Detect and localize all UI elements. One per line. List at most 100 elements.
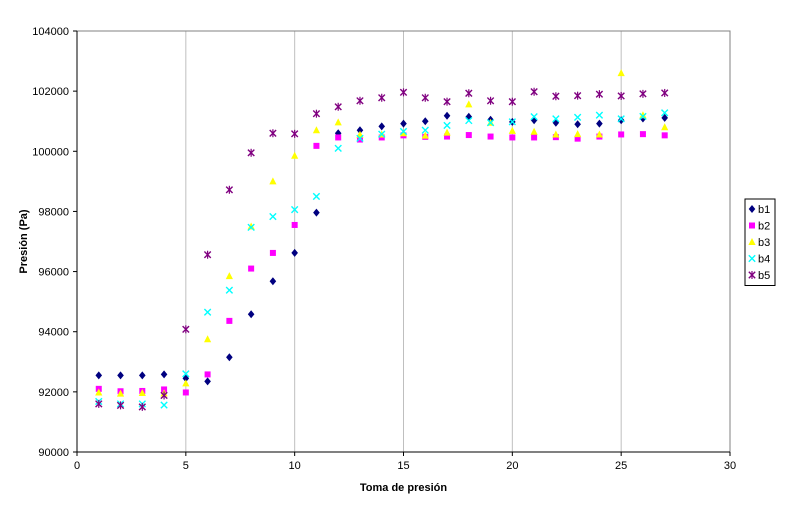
data-point-b1 <box>465 112 473 121</box>
legend-label-b3: b3 <box>758 237 770 249</box>
data-point-b3 <box>291 151 299 159</box>
data-point-b5 <box>95 399 103 408</box>
data-point-b1 <box>247 310 255 319</box>
data-point-b4 <box>661 109 669 117</box>
data-point-b1 <box>552 118 560 127</box>
data-point-b5 <box>617 91 625 100</box>
data-point-b5 <box>486 96 495 105</box>
data-point-b5 <box>399 88 408 97</box>
data-point-b5 <box>595 90 604 99</box>
data-point-b4 <box>486 119 495 127</box>
data-point-b5 <box>334 102 342 111</box>
legend-label-b5: b5 <box>758 270 770 282</box>
x-tick-label: 10 <box>289 460 301 472</box>
data-point-b4 <box>160 401 168 409</box>
data-point-b1 <box>117 371 124 380</box>
data-point-b2 <box>182 389 189 396</box>
data-point-b5 <box>573 91 582 100</box>
data-point-b1 <box>269 277 277 286</box>
data-point-b4 <box>639 112 647 121</box>
data-point-b1 <box>95 371 103 380</box>
legend: b1 b2 b3 b4 b5 <box>744 198 776 286</box>
legend-label-b1: b1 <box>758 204 770 216</box>
data-point-b2 <box>313 142 320 149</box>
data-point-b5 <box>378 93 386 102</box>
legend-marker-b1 <box>748 205 756 213</box>
data-point-b4 <box>290 205 299 214</box>
data-point-b5 <box>465 89 473 98</box>
data-point-b4 <box>465 116 473 125</box>
data-point-b2 <box>378 134 385 141</box>
data-point-b3 <box>116 389 125 397</box>
data-point-b1 <box>139 371 146 380</box>
data-point-b5 <box>269 129 277 138</box>
data-point-b5 <box>138 402 146 411</box>
data-point-b5 <box>443 97 451 106</box>
data-point-b2 <box>356 136 363 143</box>
data-points <box>95 69 669 411</box>
data-point-b5 <box>203 250 212 259</box>
data-point-b2 <box>618 131 625 138</box>
data-point-b4 <box>247 223 255 232</box>
legend-marker-b3 <box>748 238 756 245</box>
data-point-b5 <box>247 148 255 157</box>
data-point-b1 <box>596 119 603 128</box>
data-point-b4 <box>530 113 538 121</box>
legend-marker-b2 <box>749 222 755 229</box>
data-point-b2 <box>531 134 538 141</box>
data-point-b5 <box>421 93 429 102</box>
data-point-b3 <box>95 388 103 396</box>
data-point-b2 <box>335 134 342 141</box>
data-point-b3 <box>617 69 625 77</box>
data-point-b2 <box>226 317 233 324</box>
data-point-b1 <box>378 122 386 131</box>
data-point-b1 <box>661 113 668 122</box>
data-point-b4 <box>312 192 321 201</box>
data-point-b4 <box>356 134 364 143</box>
data-point-b3 <box>225 272 233 280</box>
data-point-b3 <box>247 222 255 230</box>
data-point-b2 <box>487 133 494 140</box>
data-point-b2 <box>248 265 255 272</box>
data-point-b5 <box>530 87 538 96</box>
y-tick-label: 90000 <box>38 447 69 459</box>
data-point-b4 <box>421 126 429 134</box>
data-point-b1 <box>617 116 625 125</box>
series-b5 <box>95 87 669 411</box>
data-point-b5 <box>639 89 647 98</box>
data-point-b5 <box>356 96 364 105</box>
data-point-b3 <box>334 118 342 126</box>
data-point-b3 <box>574 130 582 138</box>
data-point-b2 <box>509 134 516 141</box>
data-point-b3 <box>530 127 538 135</box>
y-axis-title: Presión (Pa) <box>18 209 30 274</box>
data-point-b5 <box>182 325 190 334</box>
data-point-b4 <box>378 130 386 138</box>
data-point-b3 <box>138 389 146 397</box>
data-point-b3 <box>269 177 277 185</box>
data-point-b5 <box>225 185 234 194</box>
data-point-b5 <box>116 401 125 410</box>
data-point-b1 <box>313 208 320 217</box>
data-point-b5 <box>312 109 321 118</box>
series-b1 <box>95 111 668 386</box>
legend-label-b4: b4 <box>758 254 770 266</box>
data-point-b2 <box>291 221 298 228</box>
data-point-b4 <box>617 115 625 123</box>
x-axis-title: Toma de presión <box>360 482 447 494</box>
data-point-b4 <box>443 121 451 130</box>
data-point-b1 <box>400 119 407 128</box>
data-point-b4 <box>508 118 517 126</box>
series-b4 <box>95 109 669 409</box>
data-point-b4 <box>334 144 342 152</box>
data-point-b2 <box>639 131 646 138</box>
legend-marker-b5 <box>748 271 756 279</box>
series-b3 <box>95 69 669 397</box>
y-tick-label: 104000 <box>32 26 69 38</box>
data-point-b3 <box>204 335 212 343</box>
data-point-b1 <box>421 117 429 126</box>
series-b2 <box>95 131 668 396</box>
data-point-b3 <box>443 128 451 136</box>
data-point-b5 <box>160 391 168 400</box>
